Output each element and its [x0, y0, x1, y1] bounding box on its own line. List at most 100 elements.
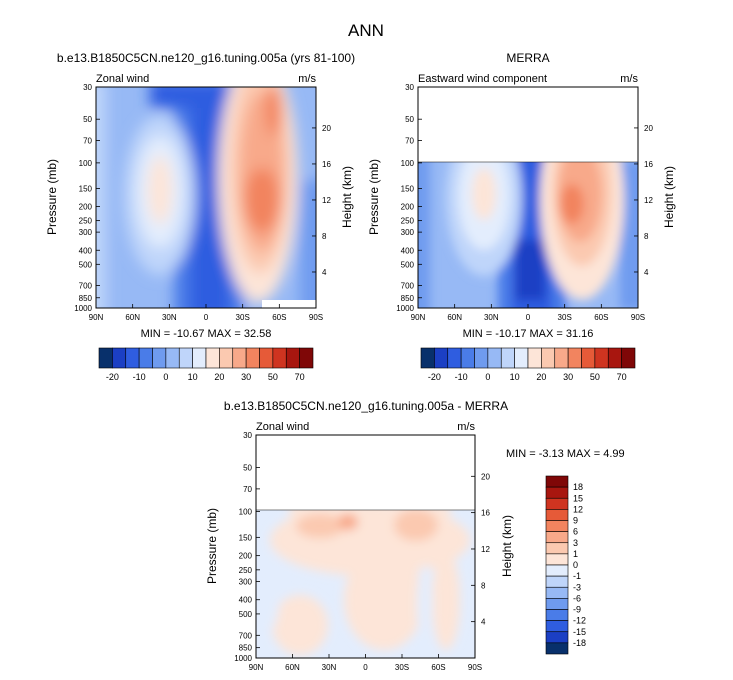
- colorbar-swatch: [545, 531, 569, 544]
- colorbar-swatch: [545, 542, 569, 555]
- colorbar-label: 70: [295, 372, 305, 382]
- y-tick-label: 300: [79, 228, 93, 237]
- panel-difference: b.e13.B1850C5CN.ne120_g16.tuning.005a - …: [205, 399, 625, 672]
- y-tick-label: 100: [401, 159, 415, 168]
- y-tick-label: 500: [79, 260, 93, 269]
- y-tick-label: 250: [401, 217, 415, 226]
- colorbar-swatch: [545, 553, 569, 566]
- colorbar-swatch: [581, 347, 596, 369]
- y-tick-label: 150: [239, 533, 253, 542]
- y-right-tick-label: 16: [644, 160, 653, 169]
- colorbar-label: -1: [573, 571, 581, 581]
- y-right-tick-label: 4: [644, 268, 649, 277]
- colorbar-swatch: [545, 586, 569, 599]
- colorbar-label: 0: [573, 560, 578, 570]
- panel-model-x-ticks: 90N 60N 30N 0 30S 60S 90S: [89, 304, 323, 322]
- colorbar-swatch: [460, 347, 475, 369]
- panel-merra-subtitle-right: m/s: [620, 73, 638, 85]
- y-tick-label: 850: [401, 294, 415, 303]
- panel-merra-field: [418, 162, 638, 308]
- x-tick-label: 90N: [249, 663, 264, 672]
- x-tick-label: 0: [204, 313, 209, 322]
- y-tick-label: 500: [239, 610, 253, 619]
- colorbar-label: 70: [617, 372, 627, 382]
- panel-model-subtitle-left: Zonal wind: [96, 73, 149, 85]
- colorbar-swatch: [567, 347, 582, 369]
- colorbar-swatch: [545, 609, 569, 621]
- colorbar-label: -20: [106, 372, 119, 382]
- colorbar-label: 30: [563, 372, 573, 382]
- colorbar-swatch: [621, 347, 636, 369]
- y-tick-label: 70: [243, 485, 252, 494]
- colorbar-swatch: [112, 347, 127, 369]
- panel-model-title: b.e13.B1850C5CN.ne120_g16.tuning.005a (y…: [57, 51, 355, 65]
- page-title: ANN: [348, 21, 384, 40]
- y-tick-label: 30: [405, 83, 414, 92]
- colorbar-label: -6: [573, 593, 581, 603]
- x-tick-label: 0: [526, 313, 531, 322]
- panel-diff-ylabel-right: Height (km): [500, 515, 514, 577]
- panel-diff-title: b.e13.B1850C5CN.ne120_g16.tuning.005a - …: [224, 399, 508, 413]
- y-right-tick-label: 4: [322, 268, 327, 277]
- colorbar-label: 9: [573, 516, 578, 526]
- colorbar-label: 18: [573, 482, 583, 492]
- colorbar-swatch: [125, 347, 140, 369]
- colorbar-swatch: [232, 347, 247, 369]
- x-tick-label: 90S: [309, 313, 323, 322]
- y-right-tick-label: 16: [481, 509, 490, 518]
- y-tick-label: 850: [79, 294, 93, 303]
- x-tick-label: 60N: [447, 313, 462, 322]
- colorbar-label: 0: [485, 372, 490, 382]
- panel-diff-y-ticks-right: 20 16 12 8 4: [471, 472, 490, 627]
- y-right-tick-label: 20: [481, 472, 490, 481]
- panel-model-colorbar: -20 -10 0 10 20 30 50 70: [98, 347, 314, 382]
- colorbar-swatch: [607, 347, 622, 369]
- x-tick-label: 30N: [162, 313, 177, 322]
- x-tick-label: 30S: [558, 313, 572, 322]
- panel-model-field: [96, 87, 316, 308]
- x-tick-label: 30N: [484, 313, 499, 322]
- panel-model: b.e13.B1850C5CN.ne120_g16.tuning.005a (y…: [45, 51, 355, 382]
- colorbar-label: 30: [241, 372, 251, 382]
- y-right-tick-label: 20: [644, 124, 653, 133]
- x-tick-label: 30S: [395, 663, 409, 672]
- panel-merra-subtitle-left: Eastward wind component: [418, 73, 547, 85]
- y-tick-label: 200: [79, 203, 93, 212]
- colorbar-label: -10: [133, 372, 146, 382]
- y-tick-label: 100: [79, 159, 93, 168]
- panel-merra-title: MERRA: [506, 51, 549, 65]
- y-tick-label: 400: [239, 596, 253, 605]
- colorbar-label: 1: [573, 549, 578, 559]
- y-tick-label: 70: [83, 136, 92, 145]
- panel-diff-subtitle-right: m/s: [457, 421, 475, 433]
- panel-model-ylabel-right: Height (km): [340, 166, 354, 228]
- y-tick-label: 700: [239, 631, 253, 640]
- x-tick-label: 90S: [468, 663, 482, 672]
- y-right-tick-label: 12: [644, 196, 653, 205]
- colorbar-swatch: [487, 347, 502, 369]
- panel-diff-field: [256, 510, 475, 658]
- colorbar-label: -18: [573, 638, 586, 648]
- colorbar-swatch: [514, 347, 529, 369]
- x-tick-label: 0: [363, 663, 368, 672]
- y-tick-label: 700: [79, 282, 93, 291]
- colorbar-label: 0: [163, 372, 168, 382]
- panel-model-stats: MIN = -10.67 MAX = 32.58: [141, 328, 272, 340]
- y-tick-label: 30: [243, 431, 252, 440]
- y-tick-label: 400: [401, 246, 415, 255]
- colorbar-swatch: [165, 347, 180, 369]
- colorbar-swatch: [545, 642, 569, 655]
- y-right-tick-label: 8: [644, 232, 649, 241]
- y-tick-label: 50: [243, 463, 252, 472]
- colorbar-swatch: [178, 347, 193, 369]
- colorbar-swatch: [545, 620, 569, 633]
- colorbar-swatch: [98, 347, 113, 369]
- y-tick-label: 1000: [234, 654, 252, 663]
- colorbar-label: 50: [268, 372, 278, 382]
- panel-merra-colorbar: -20 -10 0 10 20 30 50 70: [420, 347, 636, 382]
- panel-merra-x-ticks: 90N 60N 30N 0 30S 60S 90S: [411, 304, 645, 322]
- colorbar-swatch: [420, 347, 435, 369]
